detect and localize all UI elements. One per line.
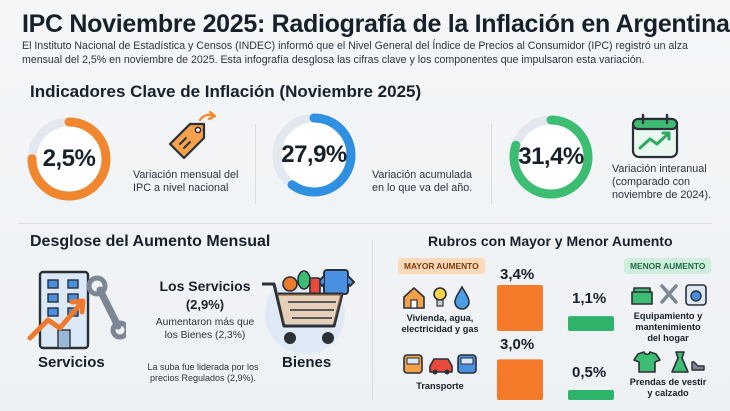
- kpi-ring-arc: [27, 117, 111, 201]
- rubro-label-line: y calzado: [647, 388, 689, 398]
- services-highlight-text: Aumentaron más que los Bienes (2,3%): [140, 317, 270, 342]
- kpi-accumulated-desc-line: en lo que va del año.: [372, 182, 473, 194]
- rubro-label-transporte: Transporte: [398, 381, 482, 392]
- services-building-icon: [27, 270, 126, 350]
- bar-value-equipamiento: 1,1%: [572, 290, 607, 307]
- bar-transporte: [497, 359, 543, 400]
- kpi-ring-arc: [509, 115, 593, 199]
- kpi-divider: [491, 124, 492, 204]
- section-divider: [18, 223, 712, 224]
- bar-vivienda: [497, 285, 543, 331]
- kpi-accumulated-ring-chart: [272, 113, 356, 197]
- services-highlight-title: Los Servicios: [159, 278, 251, 294]
- rubro-label-prendas: Prendas de vestir y calzado: [622, 377, 714, 399]
- kpi-ring-arc: [272, 113, 356, 197]
- kpi-accumulated-desc: Variación acumulada en lo que va del año…: [372, 169, 472, 195]
- services-note-line: La suba fue liderada por los: [147, 362, 259, 372]
- kpi-yearly-desc-line: (comparado con: [612, 176, 691, 188]
- rubro-label-line: Prendas de vestir: [629, 377, 707, 387]
- kpi-monthly-ring: 2,5%: [26, 116, 112, 202]
- calendar-trend-icon: [631, 113, 679, 159]
- kpi-yearly-value: 31,4%: [518, 143, 584, 170]
- price-tag-arrow-icon: [168, 110, 217, 160]
- mayor-aumento-badge: MAYOR AUMENTO: [398, 258, 485, 274]
- kpi-divider: [255, 124, 256, 204]
- rubro-label-line: electricidad y gas: [401, 324, 479, 334]
- kpi-monthly-desc-line: IPC a nivel nacional: [133, 182, 229, 194]
- household-equipment-icon: [631, 284, 707, 306]
- kpi-yearly-ring: 31,4%: [508, 114, 594, 200]
- kpi-yearly-desc-line: Variación interanual: [612, 163, 707, 175]
- clothing-icon: [633, 351, 705, 373]
- shopping-cart-icon: [262, 269, 356, 354]
- kpi-accumulated-value: 27,9%: [281, 141, 347, 168]
- kpi-monthly-desc-line: Variación mensual del: [133, 169, 239, 181]
- goods-label: Bienes: [282, 354, 332, 371]
- services-highlight-value: (2,9%): [185, 297, 225, 312]
- kpi-monthly-desc: Variación mensual del IPC a nivel nacion…: [133, 169, 238, 195]
- services-note-line: precios Regulados (2,9%).: [149, 373, 257, 383]
- services-note: La suba fue liderada por los precios Reg…: [128, 362, 278, 384]
- bar-value-transporte: 3,0%: [500, 336, 535, 353]
- kpi-yearly-desc: Variación interanual (comparado con novi…: [612, 163, 711, 202]
- kpi-yearly-desc-line: noviembre de 2024).: [612, 189, 712, 201]
- bar-prendas: [568, 390, 614, 400]
- kpis-heading: Indicadores Clave de Inflación (Noviembr…: [30, 82, 422, 101]
- kpi-monthly-value: 2,5%: [42, 145, 96, 172]
- bar-value-vivienda: 3,4%: [500, 266, 535, 283]
- kpi-accumulated-desc-line: Variación acumulada: [372, 169, 473, 181]
- services-text-line: los Bienes (2,3%): [164, 329, 246, 341]
- services-label: Servicios: [38, 354, 105, 371]
- rubro-label-line: Vivienda, agua,: [406, 313, 474, 323]
- rubro-label-vivienda: Vivienda, agua, electricidad y gas: [398, 313, 482, 335]
- transport-icon: [403, 354, 477, 375]
- rubro-label-equipamiento: Equipamiento y mantenimiento del hogar: [624, 311, 712, 344]
- kpi-monthly-ring-chart: [27, 117, 111, 201]
- rubro-label-line: del hogar: [647, 333, 689, 343]
- breakdown-heading: Desglose del Aumento Mensual: [30, 233, 271, 250]
- menor-aumento-badge: MENOR AUMENTO: [624, 258, 712, 274]
- rubro-label-line: mantenimiento: [635, 322, 701, 332]
- services-text-line: Aumentaron más que: [155, 317, 255, 328]
- rubro-label-line: Equipamiento y: [633, 311, 703, 321]
- page-title: IPC Noviembre 2025: Radiografía de la In…: [22, 10, 730, 38]
- section-divider-vertical: [372, 240, 373, 400]
- intro-paragraph: El Instituto Nacional de Estadística y C…: [22, 40, 688, 66]
- rubros-heading: Rubros con Mayor y Menor Aumento: [428, 233, 673, 249]
- housing-utilities-icon: [403, 285, 470, 310]
- bar-value-prendas: 0,5%: [572, 364, 607, 381]
- rubro-label-line: Transporte: [416, 381, 464, 391]
- kpi-accumulated-ring: 27,9%: [271, 112, 357, 198]
- bar-equipamiento: [568, 316, 614, 331]
- kpi-yearly-ring-chart: [509, 115, 593, 199]
